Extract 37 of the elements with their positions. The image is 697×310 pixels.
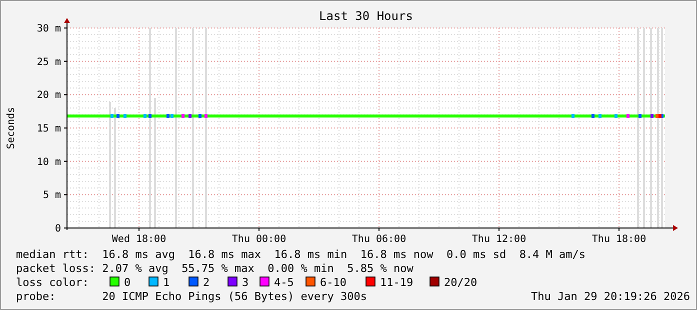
x-tick-label: Thu 12:00 <box>472 234 526 245</box>
legend-label: 2 <box>203 276 210 289</box>
text: median rtt: 16.8 ms avg 16.8 ms max 16.8 ms min 16.8 ms now 0.0 ms sd 8.4 M am/s <box>16 248 586 261</box>
text: packet loss: 2.07 % avg 55.75 % max 0.00 % min 5.85 % now <box>16 262 414 275</box>
bar <box>149 28 151 228</box>
chart-title: Last 30 Hours <box>319 9 413 23</box>
bar <box>643 28 645 228</box>
bar <box>661 28 663 228</box>
text: Thu Jan 29 20:19:26 2026 <box>531 290 690 303</box>
text: probe: 20 ICMP Echo Pings (56 Bytes) every 300s <box>16 290 367 303</box>
bar <box>175 28 177 228</box>
x-tick-label: Thu 00:00 <box>232 234 286 245</box>
y-tick-label: 20 m <box>36 90 61 102</box>
legend-label: 3 <box>242 276 249 289</box>
y-tick-label: 5 m <box>42 190 61 202</box>
legend-label: 11-19 <box>380 276 414 289</box>
legend-label: 1 <box>163 276 170 289</box>
bar <box>154 98 156 228</box>
bar <box>114 108 116 228</box>
bar <box>205 28 207 228</box>
y-tick-label: 25 m <box>36 56 61 68</box>
legend-label: 20/20 <box>444 276 478 289</box>
bar <box>109 102 111 228</box>
legend-label: 6-10 <box>320 276 346 289</box>
x-tick-label: Thu 18:00 <box>592 234 646 245</box>
legend-label: 4-5 <box>274 276 294 289</box>
y-axis-title: Seconds <box>6 106 17 150</box>
legend-label: 0 <box>124 276 131 289</box>
bar <box>650 28 652 228</box>
x-tick-label: Wed 18:00 <box>112 234 166 245</box>
x-tick-label: Thu 06:00 <box>352 234 406 245</box>
y-tick-label: 30 m <box>36 24 61 34</box>
bar <box>192 28 194 228</box>
y-tick-label: 15 m <box>36 124 61 134</box>
y-tick-label: 0 <box>54 224 61 234</box>
legend-title: loss color: <box>16 276 89 289</box>
y-tick-label: 10 m <box>36 156 61 168</box>
